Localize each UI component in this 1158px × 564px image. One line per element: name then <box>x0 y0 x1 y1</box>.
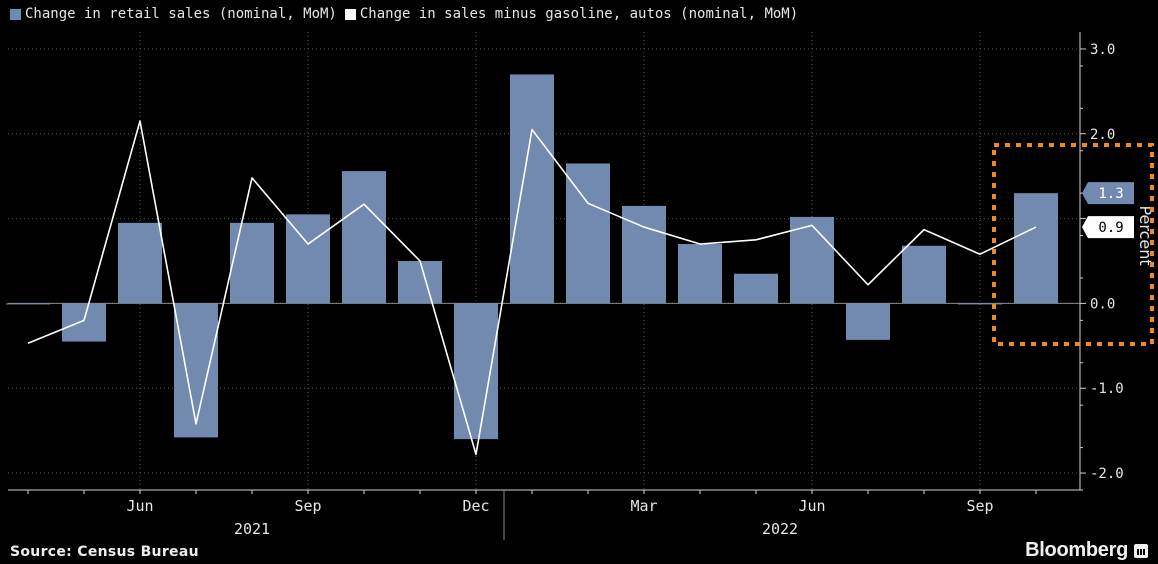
legend-label-retail-sales: Change in retail sales (nominal, MoM) <box>25 6 337 22</box>
line-sales-ex-gas-autos <box>27 120 1037 456</box>
bar-retail-sales <box>230 222 274 304</box>
bar-retail-sales <box>62 303 106 342</box>
bar-retail-sales <box>622 205 666 304</box>
bloomberg-chart-icon <box>1134 543 1148 558</box>
source-note: Source: Census Bureau <box>10 544 199 560</box>
bar-retail-sales <box>118 222 162 304</box>
bar-retail-sales <box>958 303 1002 305</box>
brand-name: Bloomberg <box>1025 539 1128 561</box>
x-tick-label: Jun <box>126 497 153 515</box>
end-tag-retail-sales-text: 1.3 <box>1098 186 1123 202</box>
legend-label-sales-ex-gas-autos: Change in sales minus gasoline, autos (n… <box>359 6 799 22</box>
chart-legend: Change in retail sales (nominal, MoM) Ch… <box>10 4 806 24</box>
y-tick-label: 0.0 <box>1090 296 1115 312</box>
bar-retail-sales <box>6 303 50 305</box>
y-tick-label: 2.0 <box>1090 127 1115 143</box>
legend-item-sales-ex-gas-autos[interactable]: Change in sales minus gasoline, autos (n… <box>344 6 799 22</box>
x-tick-label: Jun <box>798 497 825 515</box>
highlight-box <box>992 143 1154 346</box>
bar-retail-sales <box>566 163 610 304</box>
bar-retail-sales <box>342 171 386 304</box>
legend-swatch-line <box>344 8 356 20</box>
y-axis-title: Percent <box>1136 205 1155 265</box>
bar-retail-sales <box>678 244 722 304</box>
bar-retail-sales <box>510 74 554 304</box>
y-tick-label: -1.0 <box>1090 381 1124 397</box>
bar-retail-sales <box>454 303 498 440</box>
x-tick-label: Sep <box>966 497 993 515</box>
y-tick-label: -2.0 <box>1090 466 1124 482</box>
bar-retail-sales <box>398 261 442 304</box>
end-tag-sales-ex-gas-autos-text: 0.9 <box>1098 220 1123 236</box>
brand-logo: Bloomberg <box>1025 539 1148 562</box>
year-label-2021: 2021 <box>234 520 270 538</box>
end-tag-sales-ex-gas-autos: 0.9 <box>1082 216 1134 239</box>
bar-retail-sales <box>174 303 218 438</box>
y-tick-label: 3.0 <box>1090 42 1115 58</box>
bar-retail-sales <box>846 303 890 340</box>
legend-swatch-bar <box>10 8 21 20</box>
legend-item-retail-sales[interactable]: Change in retail sales (nominal, MoM) <box>10 6 337 22</box>
bar-retail-sales <box>790 216 834 304</box>
x-tick-label: Sep <box>294 497 321 515</box>
end-tag-retail-sales: 1.3 <box>1082 182 1134 205</box>
bar-retail-sales <box>1014 193 1058 304</box>
bar-retail-sales <box>734 273 778 304</box>
end-tag-retail-sales-shape <box>1082 182 1134 205</box>
x-tick-label: Dec <box>462 497 489 515</box>
end-tag-sales-ex-gas-autos-shape <box>1082 216 1134 239</box>
bar-retail-sales <box>286 214 330 304</box>
year-label-2022: 2022 <box>762 520 798 538</box>
bar-retail-sales <box>902 245 946 304</box>
x-tick-label: Mar <box>630 497 657 515</box>
